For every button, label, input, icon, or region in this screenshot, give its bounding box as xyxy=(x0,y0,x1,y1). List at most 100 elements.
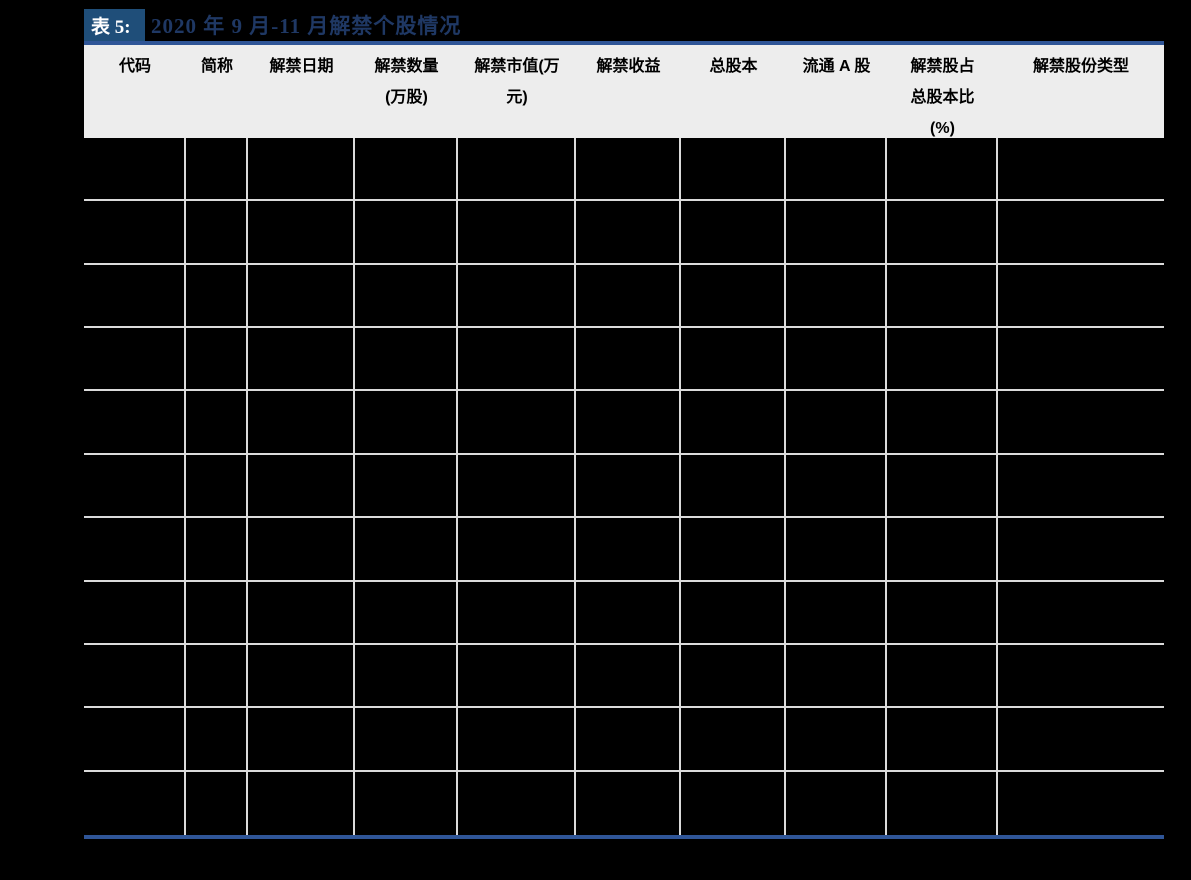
table-cell xyxy=(248,581,355,645)
table-top-border xyxy=(84,41,1164,45)
table-title-bar: 表 5: 2020 年 9 月-11 月解禁个股情况 xyxy=(84,9,461,41)
table-cell xyxy=(186,708,248,772)
column-header-short-name: 简称 xyxy=(200,58,233,75)
table-cell xyxy=(248,328,355,392)
column-header-floating-a-shares: 流通 A 股 xyxy=(802,58,871,75)
table-cell xyxy=(681,518,786,582)
column-header-unlock-ratio: 解禁股占 总股本比 (%) xyxy=(910,58,975,137)
table-cell xyxy=(458,518,576,582)
table-cell xyxy=(681,708,786,772)
table-cell xyxy=(355,454,458,519)
table-cell xyxy=(786,328,887,392)
table-cell xyxy=(786,644,887,709)
table-cell xyxy=(248,201,355,265)
table-cell xyxy=(786,391,887,455)
table-cell xyxy=(576,708,681,772)
table-cell xyxy=(681,391,786,455)
table-cell xyxy=(576,454,681,519)
table-cell xyxy=(786,201,887,265)
table-cell xyxy=(186,328,248,392)
table-cell xyxy=(84,201,186,265)
table-cell xyxy=(186,391,248,455)
table-cell xyxy=(248,391,355,455)
table-cell xyxy=(681,644,786,709)
table-cell xyxy=(786,771,887,835)
table-cell xyxy=(186,201,248,265)
table-cell xyxy=(186,264,248,329)
table-cell xyxy=(887,708,998,772)
table-cell xyxy=(248,264,355,329)
table-cell xyxy=(458,391,576,455)
table-cell xyxy=(998,518,1164,582)
table-cell xyxy=(887,264,998,329)
table-cell xyxy=(355,518,458,582)
table-cell xyxy=(355,581,458,645)
table-cell xyxy=(998,391,1164,455)
table-cell xyxy=(998,772,1164,835)
table-cell xyxy=(998,328,1164,392)
table-cell xyxy=(84,708,186,772)
table-cell xyxy=(576,771,681,835)
table-cell xyxy=(355,708,458,772)
table-cell xyxy=(84,454,186,519)
table-bottom-border xyxy=(84,835,1164,839)
table-cell xyxy=(458,138,576,202)
table-cell xyxy=(681,201,786,265)
table-cell xyxy=(248,518,355,582)
table-cell xyxy=(84,581,186,645)
table-cell xyxy=(355,328,458,392)
table-cell xyxy=(681,328,786,392)
table-cell xyxy=(887,518,998,582)
table-cell xyxy=(998,645,1164,709)
table-cell xyxy=(576,391,681,455)
table-cell xyxy=(887,454,998,519)
table-cell xyxy=(355,771,458,835)
column-header-code: 代码 xyxy=(118,58,151,75)
table-cell xyxy=(681,138,786,202)
table-number-chip: 表 5: xyxy=(84,9,145,41)
table-header-row: 代码 简称 解禁日期 解禁数量 (万股) 解禁市值(万 元) 解禁收益 总股本 … xyxy=(84,45,1164,138)
table-cell xyxy=(458,328,576,392)
table-cell xyxy=(887,391,998,455)
table-cell xyxy=(84,138,186,202)
table-cell xyxy=(786,708,887,772)
table-cell xyxy=(458,201,576,265)
table-cell xyxy=(887,138,998,202)
table-cell xyxy=(248,708,355,772)
table-cell xyxy=(681,454,786,519)
table-cell xyxy=(186,138,248,202)
table-cell xyxy=(458,454,576,519)
table-cell xyxy=(186,518,248,582)
table-cell xyxy=(458,581,576,645)
column-header-unlock-date: 解禁日期 xyxy=(269,58,334,75)
table-cell xyxy=(186,771,248,835)
table-cell xyxy=(681,264,786,329)
table-cell xyxy=(248,771,355,835)
table-cell xyxy=(458,771,576,835)
table-cell xyxy=(248,644,355,709)
table-cell xyxy=(458,708,576,772)
table-cell xyxy=(84,518,186,582)
table-cell xyxy=(355,644,458,709)
table-cell xyxy=(786,264,887,329)
table-cell xyxy=(576,138,681,202)
table-cell xyxy=(355,391,458,455)
table-cell xyxy=(998,138,1164,202)
table-cell xyxy=(84,328,186,392)
table-cell xyxy=(248,138,355,202)
table-cell xyxy=(355,264,458,329)
table-cell xyxy=(84,771,186,835)
table-cell xyxy=(458,264,576,329)
table-title-text: 2020 年 9 月-11 月解禁个股情况 xyxy=(151,14,462,38)
table-cell xyxy=(681,581,786,645)
table-cell xyxy=(186,581,248,645)
table-cell xyxy=(887,328,998,392)
table-cell xyxy=(186,454,248,519)
column-header-unlock-market-value: 解禁市值(万 元) xyxy=(474,58,560,106)
table-cell xyxy=(186,644,248,709)
table-cell xyxy=(248,454,355,519)
table-cell xyxy=(998,582,1164,645)
table-cell xyxy=(786,138,887,202)
table-cell xyxy=(887,581,998,645)
